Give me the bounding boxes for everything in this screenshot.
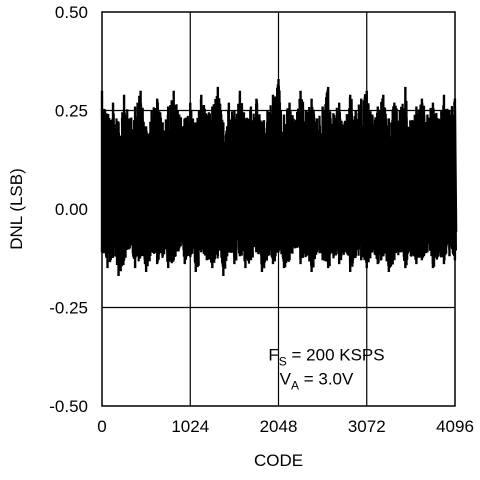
annotation-sample-rate: FS = 200 KSPS [268,346,384,369]
y-tick-label: -0.50 [49,397,88,416]
y-axis-title: DNL (LSB) [7,168,26,250]
annotation-sample-rate-main: F [268,346,278,365]
y-tick-labels: 0.50 0.25 0.00 -0.25 -0.50 [49,3,88,416]
y-tick-label: -0.25 [49,299,88,318]
x-tick-label: 3072 [348,417,386,436]
annotation-supply-voltage-main: V [280,369,292,388]
x-tick-label: 2048 [260,417,298,436]
x-tick-label: 4096 [436,417,474,436]
y-tick-label: 0.00 [55,200,88,219]
annotation-supply-voltage-sub: A [291,378,299,392]
y-tick-label: 0.50 [55,3,88,22]
annotation-sample-rate-rest: = 200 KSPS [287,346,385,365]
x-tick-labels: 0 1024 2048 3072 4096 [97,417,474,436]
annotation-sample-rate-sub: S [279,355,287,369]
x-axis-title: CODE [254,451,303,470]
x-tick-label: 0 [97,417,106,436]
data-layer [100,78,458,276]
x-tick-label: 1024 [171,417,209,436]
annotation-supply-voltage: VA = 3.0V [280,369,354,392]
annotation-supply-voltage-rest: = 3.0V [299,369,354,388]
plot-frame [101,11,456,407]
conditions-annotation: FS = 200 KSPS VA = 3.0V [268,346,384,393]
y-tick-label: 0.25 [55,102,88,121]
